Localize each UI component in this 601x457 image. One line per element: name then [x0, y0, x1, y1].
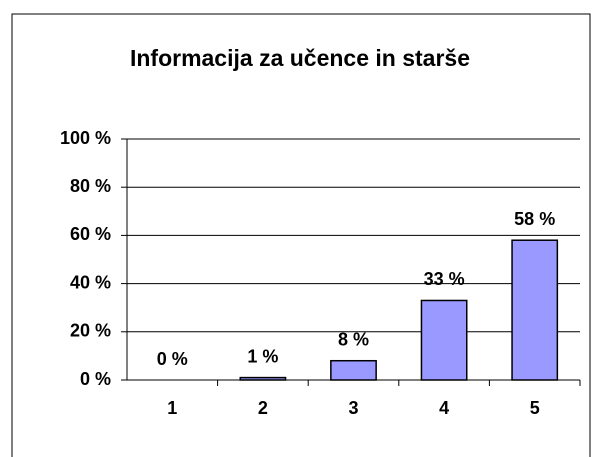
value-label: 0 %	[157, 349, 188, 369]
value-label: 8 %	[338, 329, 369, 349]
y-tick-label: 80 %	[70, 176, 111, 196]
x-tick-label: 3	[348, 398, 358, 418]
chart-title: Informacija za učence in starše	[130, 45, 470, 71]
value-label: 1 %	[247, 346, 278, 366]
value-label: 33 %	[424, 269, 465, 289]
y-tick-label: 0 %	[80, 369, 111, 389]
bar	[420, 299, 468, 381]
chart-frame	[11, 13, 591, 457]
x-tick-label: 2	[258, 398, 268, 418]
value-label: 58 %	[514, 209, 555, 229]
x-tick-label: 1	[167, 398, 177, 418]
x-tick-label: 4	[439, 398, 449, 418]
y-tick-label: 20 %	[70, 321, 111, 341]
bar	[511, 239, 559, 381]
y-tick-label: 40 %	[70, 272, 111, 292]
bar	[239, 376, 287, 381]
y-tick-label: 100 %	[60, 128, 111, 148]
x-tick-label: 5	[530, 398, 540, 418]
bar	[330, 359, 377, 381]
y-tick-label: 60 %	[70, 224, 111, 244]
